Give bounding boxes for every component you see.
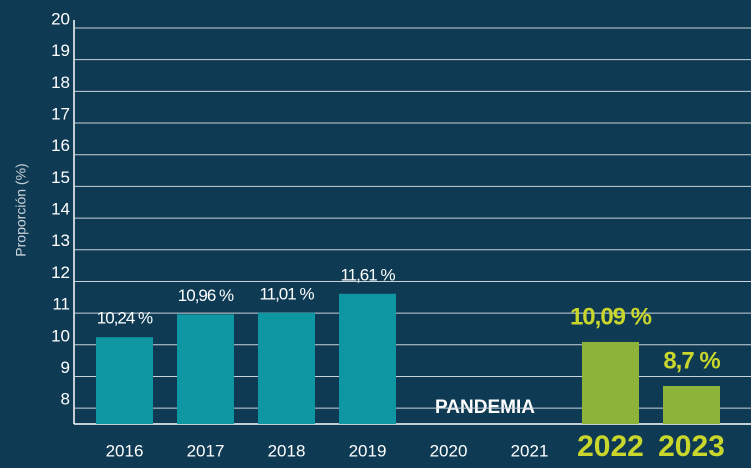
value-label: 10,96 % (178, 286, 234, 305)
x-tick-label: 2017 (187, 441, 225, 460)
y-tick-label: 19 (51, 41, 70, 60)
x-tick-label: 2018 (268, 441, 306, 460)
y-tick-label: 8 (61, 390, 70, 409)
x-tick-label: 2021 (511, 441, 549, 460)
bar (96, 337, 153, 424)
y-tick-label: 14 (51, 200, 70, 219)
value-label: 10,09 % (570, 303, 652, 330)
x-tick-label: 2020 (430, 441, 468, 460)
value-label: 8,7 % (663, 347, 720, 374)
y-tick-label: 9 (61, 358, 70, 377)
value-label: 11,01 % (259, 284, 314, 303)
y-tick-label: 11 (52, 295, 70, 314)
y-tick-label: 15 (51, 168, 70, 187)
y-tick-label: 12 (51, 263, 70, 282)
annotation: PANDEMIA (435, 397, 535, 418)
y-tick-label: 16 (51, 136, 70, 155)
x-tick-label: 2023 (658, 430, 725, 463)
value-label: 11,61 % (340, 265, 395, 284)
x-tick-label: 2019 (349, 441, 387, 460)
bar (258, 312, 315, 424)
value-label: 10,24 % (97, 309, 153, 328)
y-axis-label: Proporción (%) (13, 163, 29, 256)
y-tick-label: 18 (51, 73, 70, 92)
y-tick-label: 13 (51, 231, 70, 250)
y-tick-label: 17 (51, 105, 70, 124)
y-tick-label: 20 (51, 9, 70, 28)
x-tick-label: 2022 (577, 430, 644, 463)
x-tick-label: 2016 (106, 441, 144, 460)
bar (339, 293, 396, 424)
bar (663, 385, 720, 424)
bar (177, 314, 234, 424)
bar (582, 341, 639, 424)
y-tick-label: 10 (51, 326, 70, 345)
